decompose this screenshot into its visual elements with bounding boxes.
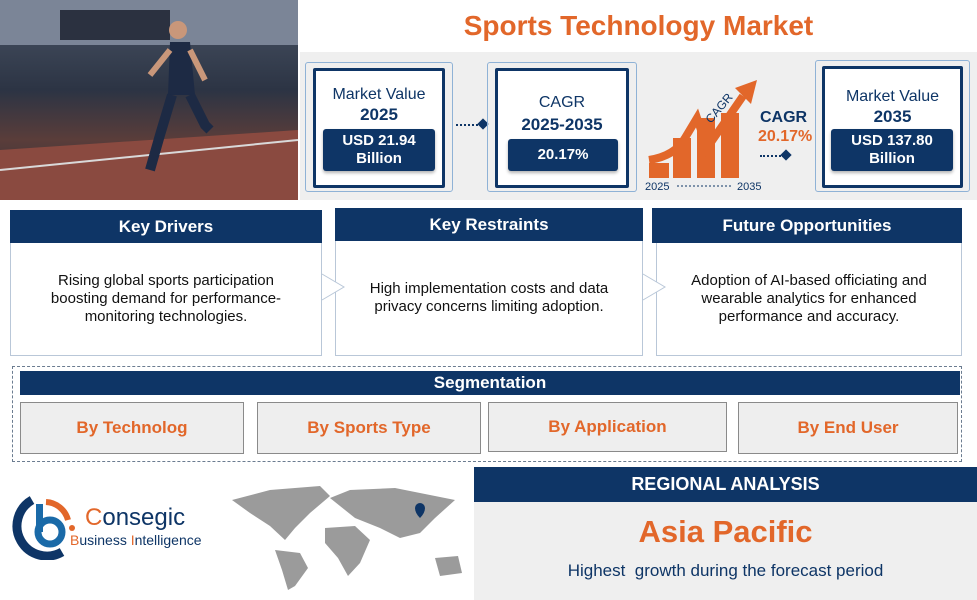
region-subtitle: Highest growth during the forecast perio… (567, 561, 884, 580)
mv2025-label: Market Value (332, 86, 426, 103)
segment-by-application[interactable]: By Application (488, 402, 727, 452)
world-map (232, 486, 462, 590)
bar (721, 113, 739, 178)
chevron-right-icon (321, 273, 345, 301)
bar (649, 163, 669, 178)
growth-chart-icon: CAGR 2025 2035 (645, 80, 761, 193)
cagr-card: CAGR 2025-2035 20.17% (487, 62, 637, 192)
region-name: Asia Pacific (638, 514, 813, 549)
consegic-logo: Consegic Business Intelligence (10, 490, 220, 560)
runner-illustration (0, 0, 298, 200)
location-pin-icon (415, 503, 425, 518)
cagr-period: 2025-2035 (521, 115, 603, 134)
cagr-label: CAGR (538, 94, 586, 111)
mv2025-value: USD 21.94 Billion (323, 129, 435, 171)
logo-mark-icon (12, 496, 75, 560)
mv2035-year: 2035 (873, 107, 912, 126)
svg-text:2025: 2025 (645, 181, 669, 193)
regional-header: REGIONAL ANALYSIS (474, 467, 977, 502)
key-drivers-text: Rising global sports participation boost… (10, 243, 322, 356)
key-restraints-header: Key Restraints (335, 208, 643, 241)
market-value-2025-card: Market Value 2025 USD 21.94 Billion (305, 62, 453, 192)
mv2035-value: USD 137.80 Billion (831, 129, 953, 171)
segmentation-header: Segmentation (20, 371, 960, 395)
segmentation-panel (12, 366, 962, 462)
cagr-graphic-value: 20.17% (758, 128, 813, 145)
connector (456, 124, 482, 126)
connector (760, 155, 784, 157)
chevron-right-icon (642, 273, 666, 301)
hero-photo-runner (0, 0, 298, 200)
page-title: Sports Technology Market (463, 10, 814, 41)
arrow-head (735, 80, 757, 104)
svg-text:2035: 2035 (737, 181, 761, 193)
future-opportunities-text: Adoption of AI-based officiating and wea… (656, 243, 962, 356)
market-value-2035-card: Market Value 2035 USD 137.80 Billion (815, 60, 970, 192)
mv2035-label: Market Value (845, 88, 940, 105)
segment-by-end-user[interactable]: By End User (738, 402, 958, 454)
cagr-graphic-label: CAGR (760, 109, 808, 126)
key-restraints-text: High implementation costs and data priva… (335, 241, 643, 356)
cagr-value: 20.17% (508, 139, 618, 171)
mv2025-year: 2025 (360, 105, 398, 124)
segment-by-technology[interactable]: By Technolog (20, 402, 244, 454)
key-drivers-header: Key Drivers (10, 210, 322, 243)
segment-by-sports-type[interactable]: By Sports Type (257, 402, 481, 454)
future-opportunities-header: Future Opportunities (652, 208, 962, 243)
